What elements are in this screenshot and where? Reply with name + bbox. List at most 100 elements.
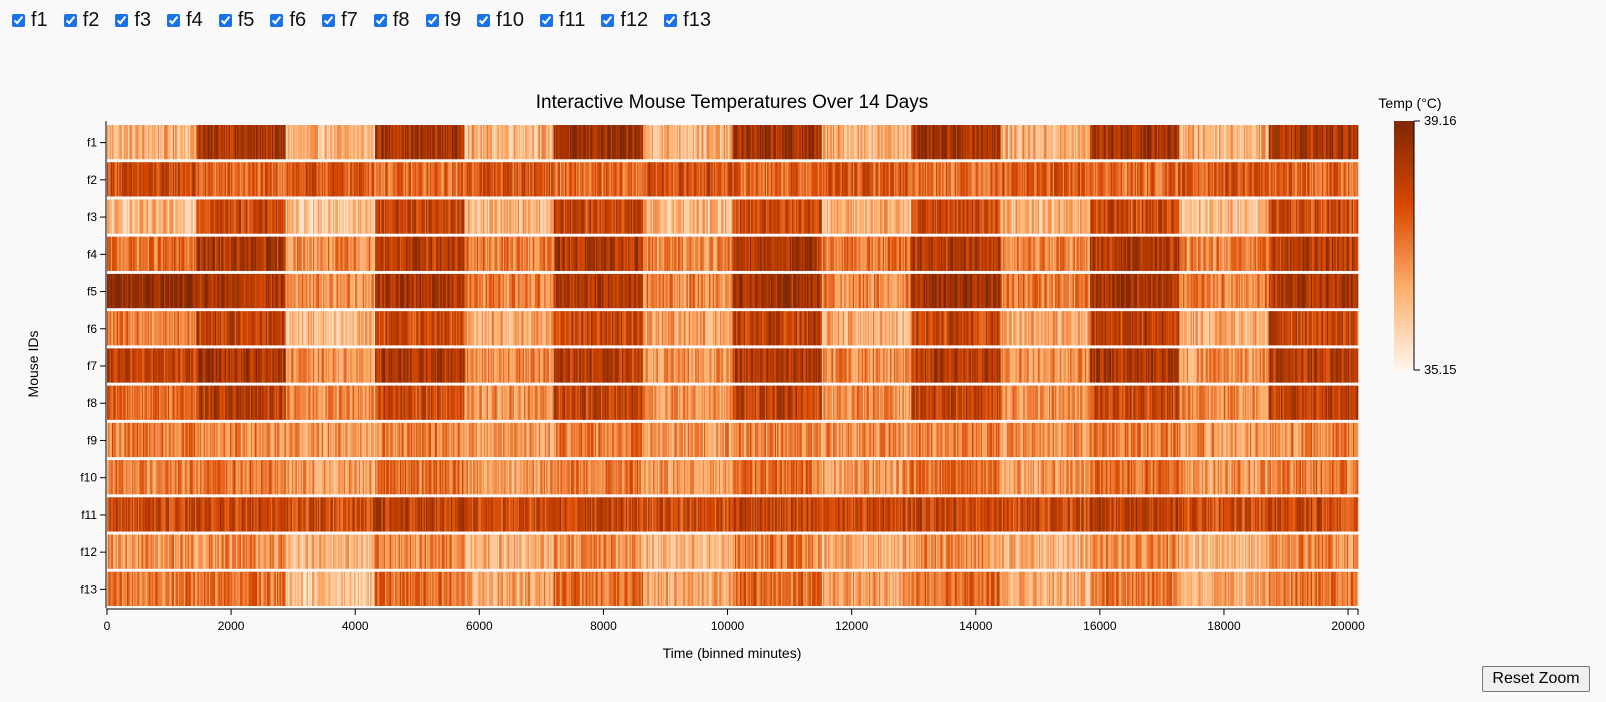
heatmap-cell[interactable] [126, 125, 129, 160]
heatmap-cell[interactable] [214, 125, 217, 160]
heatmap-cell[interactable] [406, 125, 408, 160]
heatmap-cell[interactable] [166, 199, 169, 234]
heatmap-cell[interactable] [855, 162, 857, 197]
heatmap-cell[interactable] [901, 162, 903, 197]
heatmap-cell[interactable] [711, 125, 713, 160]
heatmap-cell[interactable] [818, 162, 820, 197]
heatmap-cell[interactable] [613, 162, 615, 197]
heatmap-cell[interactable] [692, 162, 695, 197]
heatmap-cell[interactable] [952, 125, 954, 160]
heatmap-cell[interactable] [1334, 125, 1336, 160]
heatmap-cell[interactable] [1186, 162, 1189, 197]
heatmap-cell[interactable] [196, 162, 198, 197]
heatmap-cell[interactable] [1016, 125, 1019, 160]
heatmap-cell[interactable] [372, 162, 375, 197]
heatmap-cell[interactable] [416, 199, 418, 234]
heatmap-cell[interactable] [378, 162, 381, 197]
heatmap-cell[interactable] [169, 125, 171, 160]
heatmap-cell[interactable] [941, 125, 943, 160]
heatmap-cell[interactable] [1040, 125, 1042, 160]
heatmap-cell[interactable] [428, 199, 430, 234]
heatmap-cell[interactable] [483, 125, 485, 160]
heatmap-cell[interactable] [680, 125, 682, 160]
heatmap-cell[interactable] [358, 199, 361, 234]
filter-item-f4[interactable]: f4 [167, 9, 203, 32]
heatmap-cell[interactable] [248, 162, 251, 197]
heatmap-cell[interactable] [798, 125, 800, 160]
heatmap-cell[interactable] [134, 162, 136, 197]
heatmap-cell[interactable] [644, 162, 646, 197]
heatmap-cell[interactable] [723, 125, 726, 160]
heatmap-cell[interactable] [1243, 162, 1246, 197]
heatmap-cell[interactable] [519, 125, 521, 160]
heatmap-cell[interactable] [335, 125, 337, 160]
heatmap-cell[interactable] [1179, 162, 1181, 197]
heatmap-cell[interactable] [828, 125, 830, 160]
heatmap-cell[interactable] [581, 125, 583, 160]
heatmap-cell[interactable] [155, 162, 157, 197]
heatmap-cell[interactable] [1254, 162, 1257, 197]
heatmap-cell[interactable] [1119, 162, 1122, 197]
heatmap-cell[interactable] [1339, 125, 1341, 160]
heatmap-cell[interactable] [571, 125, 573, 160]
heatmap-cell[interactable] [840, 162, 843, 197]
heatmap-cell[interactable] [572, 125, 574, 160]
heatmap-cell[interactable] [1030, 162, 1032, 197]
heatmap-cell[interactable] [386, 199, 388, 234]
heatmap-cell[interactable] [720, 125, 722, 160]
heatmap-cell[interactable] [1175, 162, 1178, 197]
heatmap-cell[interactable] [588, 162, 591, 197]
heatmap-cell[interactable] [741, 125, 743, 160]
heatmap-cell[interactable] [352, 125, 355, 160]
heatmap-cell[interactable] [285, 125, 288, 160]
heatmap-cell[interactable] [1127, 162, 1129, 197]
heatmap-cell[interactable] [631, 125, 634, 160]
heatmap-cell[interactable] [1242, 162, 1245, 197]
heatmap-cell[interactable] [161, 162, 164, 197]
heatmap-cell[interactable] [1123, 162, 1125, 197]
heatmap-cell[interactable] [279, 199, 282, 234]
heatmap-cell[interactable] [713, 125, 716, 160]
heatmap-cell[interactable] [303, 162, 305, 197]
heatmap-cell[interactable] [174, 199, 176, 234]
heatmap-cell[interactable] [1350, 162, 1353, 197]
heatmap-cell[interactable] [969, 162, 972, 197]
heatmap-cell[interactable] [567, 162, 569, 197]
heatmap-cell[interactable] [331, 125, 334, 160]
heatmap-cell[interactable] [373, 162, 376, 197]
heatmap-cell[interactable] [627, 162, 629, 197]
heatmap-cell[interactable] [301, 125, 304, 160]
heatmap-cell[interactable] [290, 199, 293, 234]
heatmap-cell[interactable] [121, 125, 124, 160]
heatmap-cell[interactable] [1341, 162, 1344, 197]
heatmap-cell[interactable] [375, 162, 377, 197]
heatmap-cell[interactable] [615, 162, 618, 197]
heatmap-cell[interactable] [109, 199, 112, 234]
heatmap-cell[interactable] [849, 162, 851, 197]
heatmap-cell[interactable] [254, 162, 257, 197]
heatmap-cell[interactable] [500, 162, 502, 197]
heatmap-cell[interactable] [934, 162, 937, 197]
heatmap-cell[interactable] [845, 125, 847, 160]
heatmap-cell[interactable] [124, 199, 126, 234]
heatmap-cell[interactable] [766, 162, 768, 197]
heatmap-cell[interactable] [577, 162, 579, 197]
heatmap-cell[interactable] [815, 162, 818, 197]
heatmap-cell[interactable] [449, 162, 452, 197]
heatmap-cell[interactable] [442, 199, 444, 234]
heatmap-cell[interactable] [913, 125, 916, 160]
heatmap-cell[interactable] [747, 162, 749, 197]
heatmap-cell[interactable] [411, 199, 413, 234]
heatmap-cell[interactable] [381, 162, 383, 197]
heatmap-cell[interactable] [340, 125, 342, 160]
heatmap-cell[interactable] [972, 125, 974, 160]
heatmap-cell[interactable] [1129, 162, 1132, 197]
heatmap-cell[interactable] [118, 162, 120, 197]
heatmap-cell[interactable] [1329, 162, 1331, 197]
heatmap-cell[interactable] [845, 162, 847, 197]
heatmap-cell[interactable] [188, 162, 191, 197]
heatmap-cell[interactable] [1197, 125, 1200, 160]
heatmap-cell[interactable] [1109, 125, 1112, 160]
heatmap-cell[interactable] [682, 125, 685, 160]
heatmap-cell[interactable] [733, 125, 736, 160]
